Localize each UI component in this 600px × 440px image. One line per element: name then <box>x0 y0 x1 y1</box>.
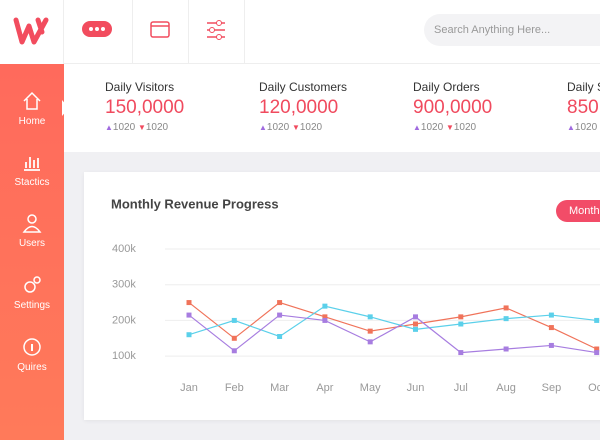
data-point <box>231 317 237 323</box>
period-button[interactable]: Month <box>556 200 600 222</box>
stat-label: Daily Visitors <box>105 80 175 94</box>
down-icon: ▼ <box>291 123 300 132</box>
down-icon: ▼ <box>137 123 146 132</box>
data-point <box>367 339 373 345</box>
x-tick-label: May <box>360 382 381 394</box>
stat-label: Daily Orders <box>413 80 480 94</box>
data-point <box>503 316 509 322</box>
nav-label: Quires <box>17 362 47 373</box>
stat-up: 1020 <box>112 122 136 133</box>
data-point <box>277 312 283 318</box>
y-tick-label: 400k <box>112 243 136 255</box>
data-point <box>413 321 418 327</box>
data-point <box>231 335 237 341</box>
series-line <box>188 314 597 354</box>
data-point <box>458 350 464 356</box>
data-point <box>231 348 237 354</box>
menu-button[interactable] <box>76 0 133 63</box>
y-tick-label: 300k <box>112 279 136 291</box>
x-tick-label: Oct <box>588 382 600 394</box>
x-tick-label: Jan <box>180 382 198 394</box>
x-tick-label: Sep <box>542 382 562 394</box>
chart-card <box>84 172 600 420</box>
folder-button[interactable] <box>132 0 189 63</box>
x-tick-label: Mar <box>270 382 289 394</box>
stat-card: Daily Orders 900,0000 ▲1020 ▼1020 <box>413 80 492 133</box>
stat-down: 1020 <box>299 122 323 133</box>
stat-up: 1020 <box>420 122 444 133</box>
y-tick-label: 100k <box>112 350 136 362</box>
data-point <box>413 314 418 320</box>
stat-value: 850,0000 <box>567 97 600 118</box>
nav-users[interactable]: Users <box>0 212 64 249</box>
stat-value: 900,0000 <box>413 97 493 118</box>
stat-up: 1020 <box>266 122 290 133</box>
data-point <box>503 305 509 311</box>
data-point <box>413 326 418 332</box>
stat-value: 150,0000 <box>105 97 185 118</box>
down-icon: ▼ <box>445 123 454 132</box>
up-icon: ▲ <box>413 123 421 132</box>
stat-change: ▲1020 ▼1020 <box>259 122 347 133</box>
data-point <box>548 342 554 348</box>
stat-label: Daily Sales <box>567 80 600 94</box>
nav-label: Users <box>18 238 46 249</box>
filter-button[interactable] <box>188 0 245 63</box>
series-line <box>188 305 597 338</box>
data-point <box>367 328 373 334</box>
y-tick-label: 200k <box>112 314 136 326</box>
nav-home[interactable]: Home <box>0 90 64 127</box>
nav-settings[interactable]: Settings <box>0 274 64 311</box>
x-tick-label: Apr <box>316 382 333 394</box>
data-point <box>548 325 554 331</box>
stat-label: Daily Customers <box>259 80 348 94</box>
data-point <box>186 332 192 338</box>
nav-quires[interactable]: Quires <box>0 336 64 373</box>
stat-up: 1020 <box>574 122 598 133</box>
x-tick-label: Aug <box>496 382 516 394</box>
nav-stactics[interactable]: Stactics <box>0 151 64 188</box>
stat-down: 1020 <box>453 122 477 133</box>
data-point <box>594 346 600 352</box>
series-line <box>188 301 597 350</box>
data-point <box>458 314 464 320</box>
logo[interactable] <box>0 0 64 64</box>
stat-change: ▲1020 ▼1020 <box>105 122 184 133</box>
data-point <box>594 350 600 356</box>
data-point <box>594 317 600 323</box>
data-point <box>186 300 192 306</box>
data-point <box>277 334 283 339</box>
data-point <box>367 314 373 320</box>
stat-card: Daily Visitors 150,0000 ▲1020 ▼1020 <box>105 80 184 133</box>
data-point <box>186 312 192 318</box>
sidebar: Home Stactics Users Settings Quires <box>0 64 69 440</box>
data-point <box>548 312 554 318</box>
data-point <box>322 317 328 323</box>
nav-label: Home <box>18 116 46 127</box>
data-point <box>277 300 283 306</box>
nav-label: Settings <box>13 300 51 311</box>
search-box[interactable]: Search Anything Here... <box>424 14 600 46</box>
stat-card: Daily Sales 850,0000 ▲1020 ▼1020 <box>567 80 600 133</box>
data-point <box>322 303 328 309</box>
x-tick-label: Feb <box>225 382 244 394</box>
x-tick-label: Jul <box>454 382 468 394</box>
stat-change: ▲1020 ▼1020 <box>413 122 492 133</box>
nav-label: Stactics <box>14 177 50 188</box>
up-icon: ▲ <box>105 123 113 132</box>
stat-value: 120,0000 <box>259 97 339 118</box>
chart-title: Monthly Revenue Progress <box>111 196 279 211</box>
stat-down: 1020 <box>145 122 169 133</box>
data-point <box>458 321 464 327</box>
data-point <box>503 346 509 352</box>
stats-bar: Daily Visitors 150,0000 ▲1020 ▼1020 Daily… <box>64 64 600 152</box>
logo-icon <box>13 17 49 45</box>
up-icon: ▲ <box>567 123 575 132</box>
up-icon: ▲ <box>259 123 267 132</box>
x-tick-label: Jun <box>407 382 425 394</box>
data-point <box>322 314 328 320</box>
stat-card: Daily Customers 120,0000 ▲1020 ▼1020 <box>259 80 347 133</box>
